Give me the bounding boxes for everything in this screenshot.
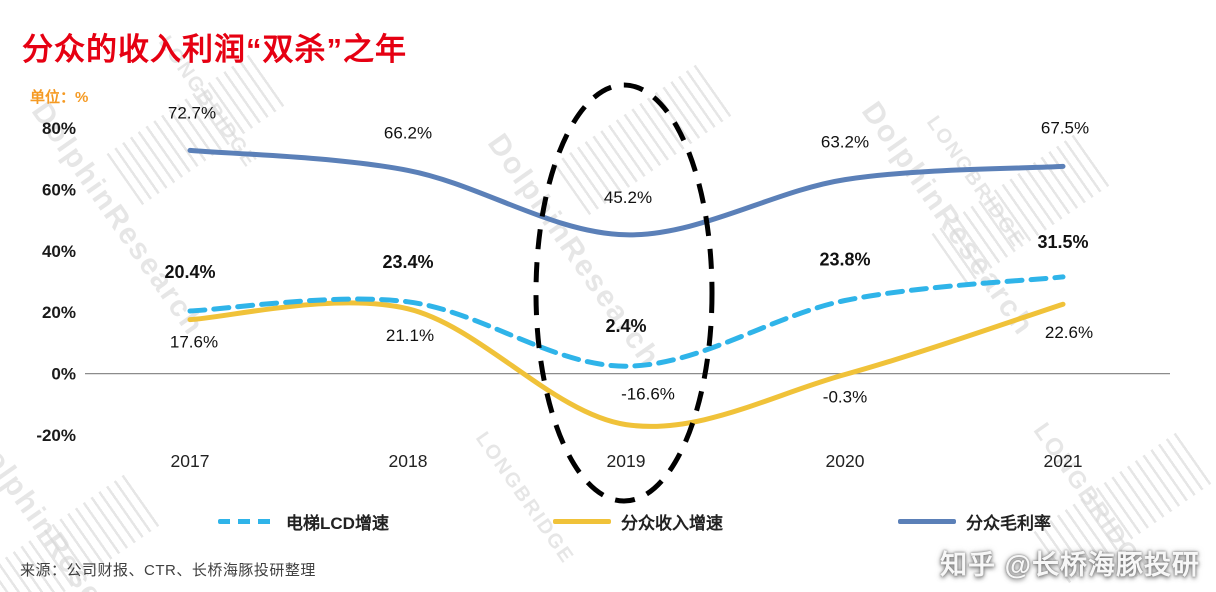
series-line-revenue-growth [187,300,1066,429]
watermark-text: DolphinResearch [854,96,1041,342]
data-label-gross-margin: 66.2% [384,123,432,142]
data-label-gross-margin: 45.2% [604,188,652,207]
data-label-revenue-growth: 22.6% [1045,323,1093,342]
data-label-revenue-growth: 17.6% [170,333,218,352]
watermark-text: DolphinResearch [24,96,211,342]
data-label-lcd-growth: 2.4% [605,316,646,336]
chart-legend: 电梯LCD增速 分众收入增速 分众毛利率 [0,506,1216,540]
blue-line-swatch [898,518,956,524]
hatch-watermark [106,53,286,206]
zhihu-watermark: 知乎 @长桥海豚投研 [940,550,1200,580]
legend-label-gross-margin: 分众毛利率 [966,513,1051,533]
x-tick-label: 2020 [826,451,865,471]
hatch-watermark [553,63,733,216]
source-note: 来源：公司财报、CTR、长桥海豚投研整理 [20,562,316,579]
series-line-gross-margin [187,147,1066,238]
legend-item-lcd-growth: 电梯LCD增速 [218,506,389,536]
unit-label: 单位：% [30,89,89,106]
y-tick-label: 0% [51,365,76,384]
data-label-gross-margin: 67.5% [1041,118,1089,137]
legend-item-revenue-growth: 分众收入增速 [553,506,723,536]
data-label-lcd-growth: 23.8% [819,250,870,270]
y-tick-label: 20% [42,303,76,322]
data-label-revenue-growth: -16.6% [621,385,675,404]
highlight-ellipse-2019 [533,82,715,504]
data-label-lcd-growth: 20.4% [164,262,215,282]
y-tick-label: -20% [36,426,76,445]
chart-title: 分众的收入利润“双杀”之年 [22,32,407,67]
data-label-revenue-growth: -0.3% [823,388,867,407]
x-tick-label: 2018 [389,451,428,471]
yellow-line-swatch [553,518,611,524]
watermark-text: DolphinResearch [480,128,667,374]
dashed-line-swatch [218,518,276,524]
y-tick-label: 60% [42,180,76,199]
y-tick-label: 80% [42,119,76,138]
x-tick-label: 2021 [1044,451,1083,471]
series-line-lcd-growth [187,274,1066,369]
legend-item-gross-margin: 分众毛利率 [898,506,1051,536]
data-label-revenue-growth: 21.1% [386,326,434,345]
legend-label-lcd-growth: 电梯LCD增速 [286,513,389,533]
watermark-text: LONGBRIDGE [921,112,1030,253]
hatch-watermark [931,133,1111,286]
legend-label-revenue-growth: 分众收入增速 [621,513,723,533]
data-label-gross-margin: 72.7% [168,103,216,122]
x-tick-label: 2017 [171,451,210,471]
y-tick-label: 40% [42,242,76,261]
data-label-lcd-growth: 31.5% [1037,232,1088,252]
data-label-lcd-growth: 23.4% [382,252,433,272]
x-tick-label: 2019 [607,451,646,471]
watermark-text: LONGBRIDGE [470,428,579,569]
data-label-gross-margin: 63.2% [821,133,869,152]
